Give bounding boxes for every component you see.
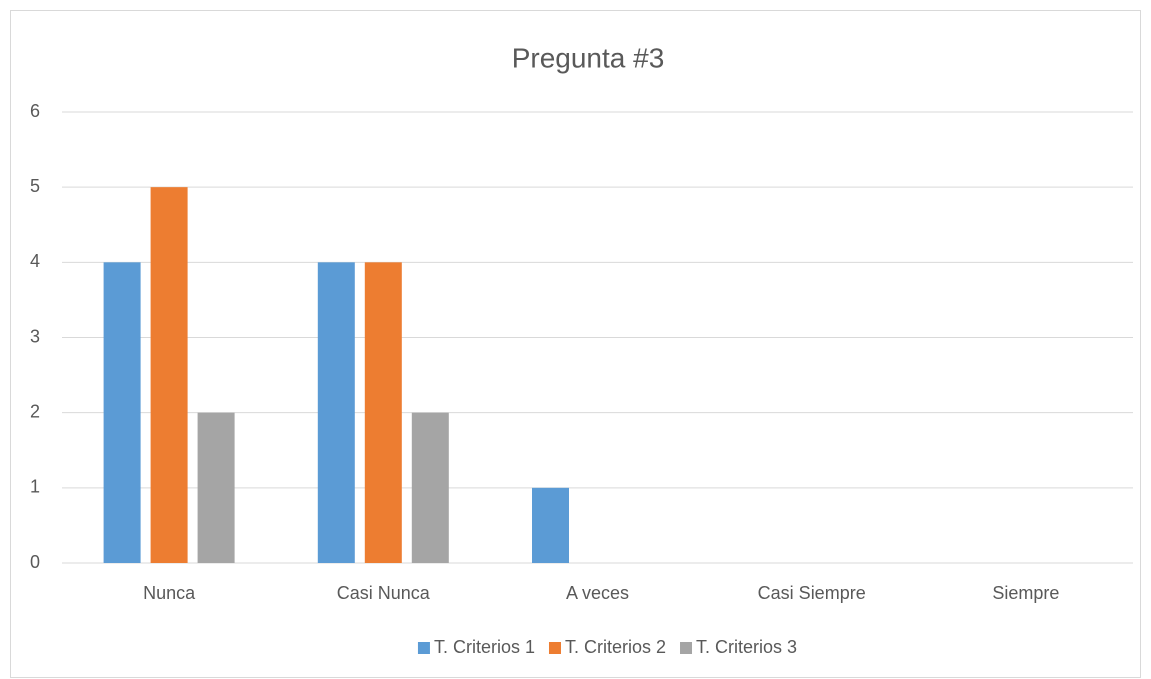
legend-label: T. Criterios 3 [696,637,797,657]
bar [364,262,402,563]
bar [103,262,141,563]
y-tick-label: 0 [30,552,40,572]
x-tick-label: Nunca [143,583,196,603]
bar [197,412,235,563]
legend-label: T. Criterios 1 [434,637,535,657]
y-tick-label: 3 [30,326,40,346]
y-tick-label: 2 [30,401,40,421]
bar [317,262,355,563]
x-tick-label: Casi Nunca [337,583,431,603]
bar [150,187,188,563]
y-tick-label: 1 [30,477,40,497]
y-tick-label: 4 [30,251,40,271]
legend-swatch [417,642,430,654]
legend-label: T. Criterios 2 [565,637,666,657]
x-tick-label: Casi Siempre [758,583,866,603]
chart-border [10,10,1141,678]
bar [411,412,449,563]
legend-swatch [680,642,693,654]
y-tick-label: 5 [30,176,40,196]
legend-swatch [548,642,561,654]
chart-title: Pregunta #3 [512,42,665,73]
x-tick-label: Siempre [992,583,1059,603]
x-tick-label: A veces [566,583,629,603]
y-tick-label: 6 [30,101,40,121]
bar [532,487,569,563]
